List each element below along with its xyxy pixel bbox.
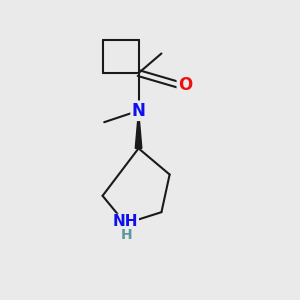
Text: O: O [178, 76, 192, 94]
Text: N: N [132, 102, 145, 120]
Text: NH: NH [113, 214, 138, 230]
Polygon shape [135, 111, 142, 148]
Text: H: H [120, 228, 132, 242]
